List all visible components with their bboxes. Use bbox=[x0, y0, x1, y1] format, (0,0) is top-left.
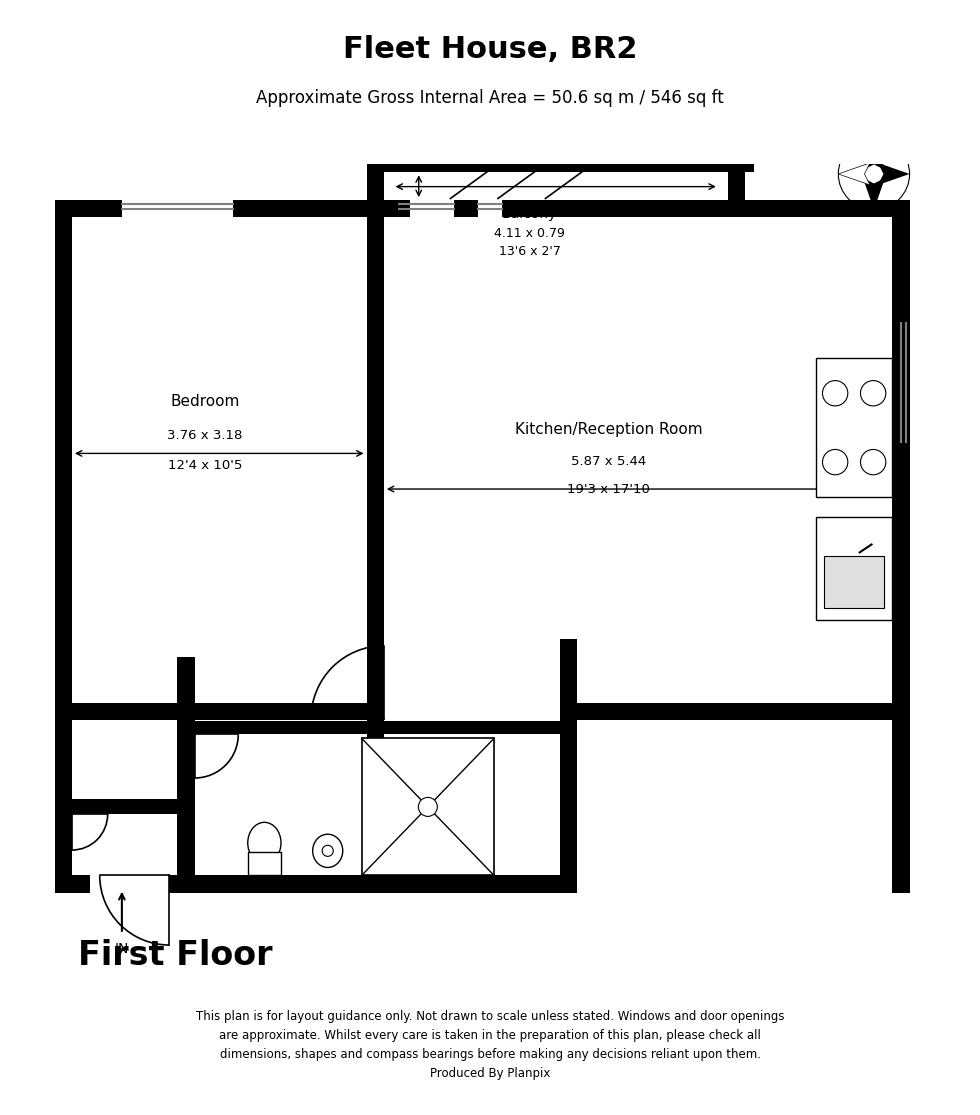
Bar bbox=[367, 200, 410, 217]
Bar bbox=[367, 158, 754, 173]
Polygon shape bbox=[878, 163, 909, 185]
Polygon shape bbox=[862, 178, 885, 210]
Text: 3.76 x 3.18: 3.76 x 3.18 bbox=[168, 428, 243, 442]
Text: IN: IN bbox=[115, 942, 129, 956]
Bar bbox=[232, 200, 384, 217]
Text: Kitchen/Reception Room: Kitchen/Reception Room bbox=[514, 423, 703, 437]
Ellipse shape bbox=[313, 834, 343, 867]
Circle shape bbox=[822, 380, 848, 406]
Bar bbox=[55, 200, 122, 217]
Polygon shape bbox=[838, 163, 870, 185]
Bar bbox=[367, 657, 384, 893]
Bar bbox=[455, 200, 478, 217]
Text: Approximate Gross Internal Area = 50.6 sq m / 546 sq ft: Approximate Gross Internal Area = 50.6 s… bbox=[256, 89, 724, 107]
Text: Balcony: Balcony bbox=[502, 206, 558, 221]
Text: Bedroom: Bedroom bbox=[171, 395, 240, 409]
Text: 12'4 x 10'5: 12'4 x 10'5 bbox=[168, 458, 242, 472]
Circle shape bbox=[822, 449, 848, 475]
Bar bbox=[55, 875, 90, 893]
Circle shape bbox=[322, 845, 333, 856]
Text: 4.11 x 0.79: 4.11 x 0.79 bbox=[494, 226, 565, 240]
Bar bbox=[560, 702, 909, 720]
Circle shape bbox=[418, 797, 437, 816]
Text: 13'6 x 2'7: 13'6 x 2'7 bbox=[499, 245, 561, 258]
Bar bbox=[892, 200, 909, 702]
Polygon shape bbox=[862, 138, 885, 169]
Text: 19'3 x 17'10: 19'3 x 17'10 bbox=[567, 483, 650, 495]
Ellipse shape bbox=[248, 823, 281, 863]
Text: This plan is for layout guidance only. Not drawn to scale unless stated. Windows: This plan is for layout guidance only. N… bbox=[196, 1010, 784, 1079]
Circle shape bbox=[860, 380, 886, 406]
Text: First Floor: First Floor bbox=[78, 939, 272, 972]
Bar bbox=[367, 158, 384, 200]
Bar bbox=[177, 657, 195, 893]
Bar bbox=[892, 200, 909, 893]
Bar bbox=[816, 358, 892, 497]
Bar bbox=[55, 702, 375, 720]
Bar bbox=[824, 556, 884, 608]
Bar bbox=[55, 798, 195, 814]
Text: N: N bbox=[891, 214, 902, 229]
Bar bbox=[367, 200, 384, 702]
Bar bbox=[727, 158, 745, 200]
Circle shape bbox=[860, 449, 886, 475]
Bar bbox=[816, 516, 892, 620]
Text: 5.87 x 5.44: 5.87 x 5.44 bbox=[571, 455, 647, 468]
Text: Fleet House, BR2: Fleet House, BR2 bbox=[343, 35, 637, 64]
Bar bbox=[55, 200, 72, 893]
Bar bbox=[362, 738, 494, 875]
Bar bbox=[560, 640, 577, 893]
Bar bbox=[248, 852, 281, 874]
Bar bbox=[502, 200, 909, 217]
Bar bbox=[170, 875, 560, 893]
Bar bbox=[195, 720, 560, 735]
